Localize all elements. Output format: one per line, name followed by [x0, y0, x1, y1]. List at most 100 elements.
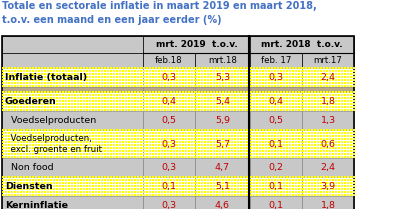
Bar	[134, 103, 136, 105]
Bar	[172, 141, 174, 143]
Bar	[59, 132, 61, 134]
Bar	[74, 194, 76, 196]
Bar	[203, 147, 205, 149]
Bar	[152, 141, 154, 143]
Bar	[89, 144, 91, 146]
Bar	[304, 144, 306, 146]
Bar	[190, 129, 192, 131]
Bar	[340, 156, 342, 158]
Bar	[307, 97, 309, 99]
Bar	[50, 191, 52, 193]
Bar	[200, 144, 203, 146]
Bar	[62, 100, 64, 102]
Bar	[32, 100, 34, 102]
Bar	[65, 129, 67, 131]
Bar	[190, 67, 192, 69]
Bar	[304, 70, 306, 72]
Bar	[172, 82, 174, 84]
Bar	[310, 100, 312, 102]
Bar	[288, 67, 290, 69]
Bar	[20, 150, 22, 152]
Bar	[80, 97, 82, 99]
Bar	[203, 191, 205, 193]
Bar	[17, 176, 19, 178]
Bar	[128, 100, 130, 102]
Text: 0,1: 0,1	[161, 182, 176, 191]
Bar	[245, 194, 247, 196]
Bar	[334, 97, 336, 99]
Bar	[166, 153, 168, 155]
Bar	[89, 132, 91, 134]
Bar	[71, 191, 73, 193]
Bar	[50, 70, 52, 72]
Bar	[252, 109, 254, 111]
Bar	[131, 185, 133, 187]
Bar	[270, 147, 272, 149]
Bar	[249, 70, 251, 72]
Bar	[304, 79, 306, 81]
Bar	[172, 91, 174, 93]
Bar	[300, 103, 302, 105]
Bar	[194, 182, 196, 184]
Bar	[343, 82, 345, 84]
Bar	[71, 188, 73, 190]
Bar	[239, 147, 241, 149]
Bar	[282, 73, 284, 75]
Bar	[125, 76, 127, 78]
Bar	[239, 97, 241, 99]
Bar	[300, 100, 302, 102]
Bar	[170, 191, 172, 193]
Bar	[53, 153, 55, 155]
Bar	[221, 135, 223, 137]
Bar	[225, 135, 227, 137]
Bar	[343, 191, 345, 193]
Bar	[188, 153, 190, 155]
Bar	[176, 185, 178, 187]
Bar	[92, 129, 94, 131]
Bar	[98, 194, 100, 196]
Bar	[294, 79, 296, 81]
Bar	[198, 135, 200, 137]
Bar	[23, 153, 25, 155]
Bar	[225, 70, 227, 72]
Bar	[95, 91, 97, 93]
Bar	[328, 141, 330, 143]
Bar	[44, 129, 46, 131]
Bar	[134, 150, 136, 152]
Bar	[319, 129, 321, 131]
Text: 2,4: 2,4	[320, 73, 335, 82]
Bar	[65, 79, 67, 81]
Bar	[107, 97, 109, 99]
Bar	[80, 85, 82, 87]
Bar	[245, 150, 247, 152]
Bar	[134, 132, 136, 134]
Bar	[140, 79, 142, 81]
Bar	[5, 156, 7, 158]
Bar	[249, 158, 301, 177]
Bar	[194, 179, 196, 181]
Bar	[307, 76, 309, 78]
Bar	[310, 144, 312, 146]
Bar	[95, 144, 97, 146]
Bar	[245, 76, 247, 78]
Bar	[160, 135, 162, 137]
Bar	[35, 91, 37, 93]
Bar	[68, 85, 70, 87]
Bar	[160, 79, 162, 81]
Bar	[225, 76, 227, 78]
Bar	[322, 176, 324, 178]
Bar	[261, 179, 263, 181]
Bar	[261, 76, 263, 78]
Bar	[282, 94, 284, 96]
Bar	[143, 94, 145, 96]
Bar	[2, 82, 4, 84]
Bar	[98, 100, 100, 102]
Bar	[252, 179, 254, 181]
Bar	[170, 70, 172, 72]
Bar	[2, 73, 4, 75]
Bar	[227, 135, 229, 137]
Bar	[38, 106, 40, 108]
Bar	[62, 191, 64, 193]
Bar	[122, 135, 124, 137]
Bar	[319, 191, 321, 193]
